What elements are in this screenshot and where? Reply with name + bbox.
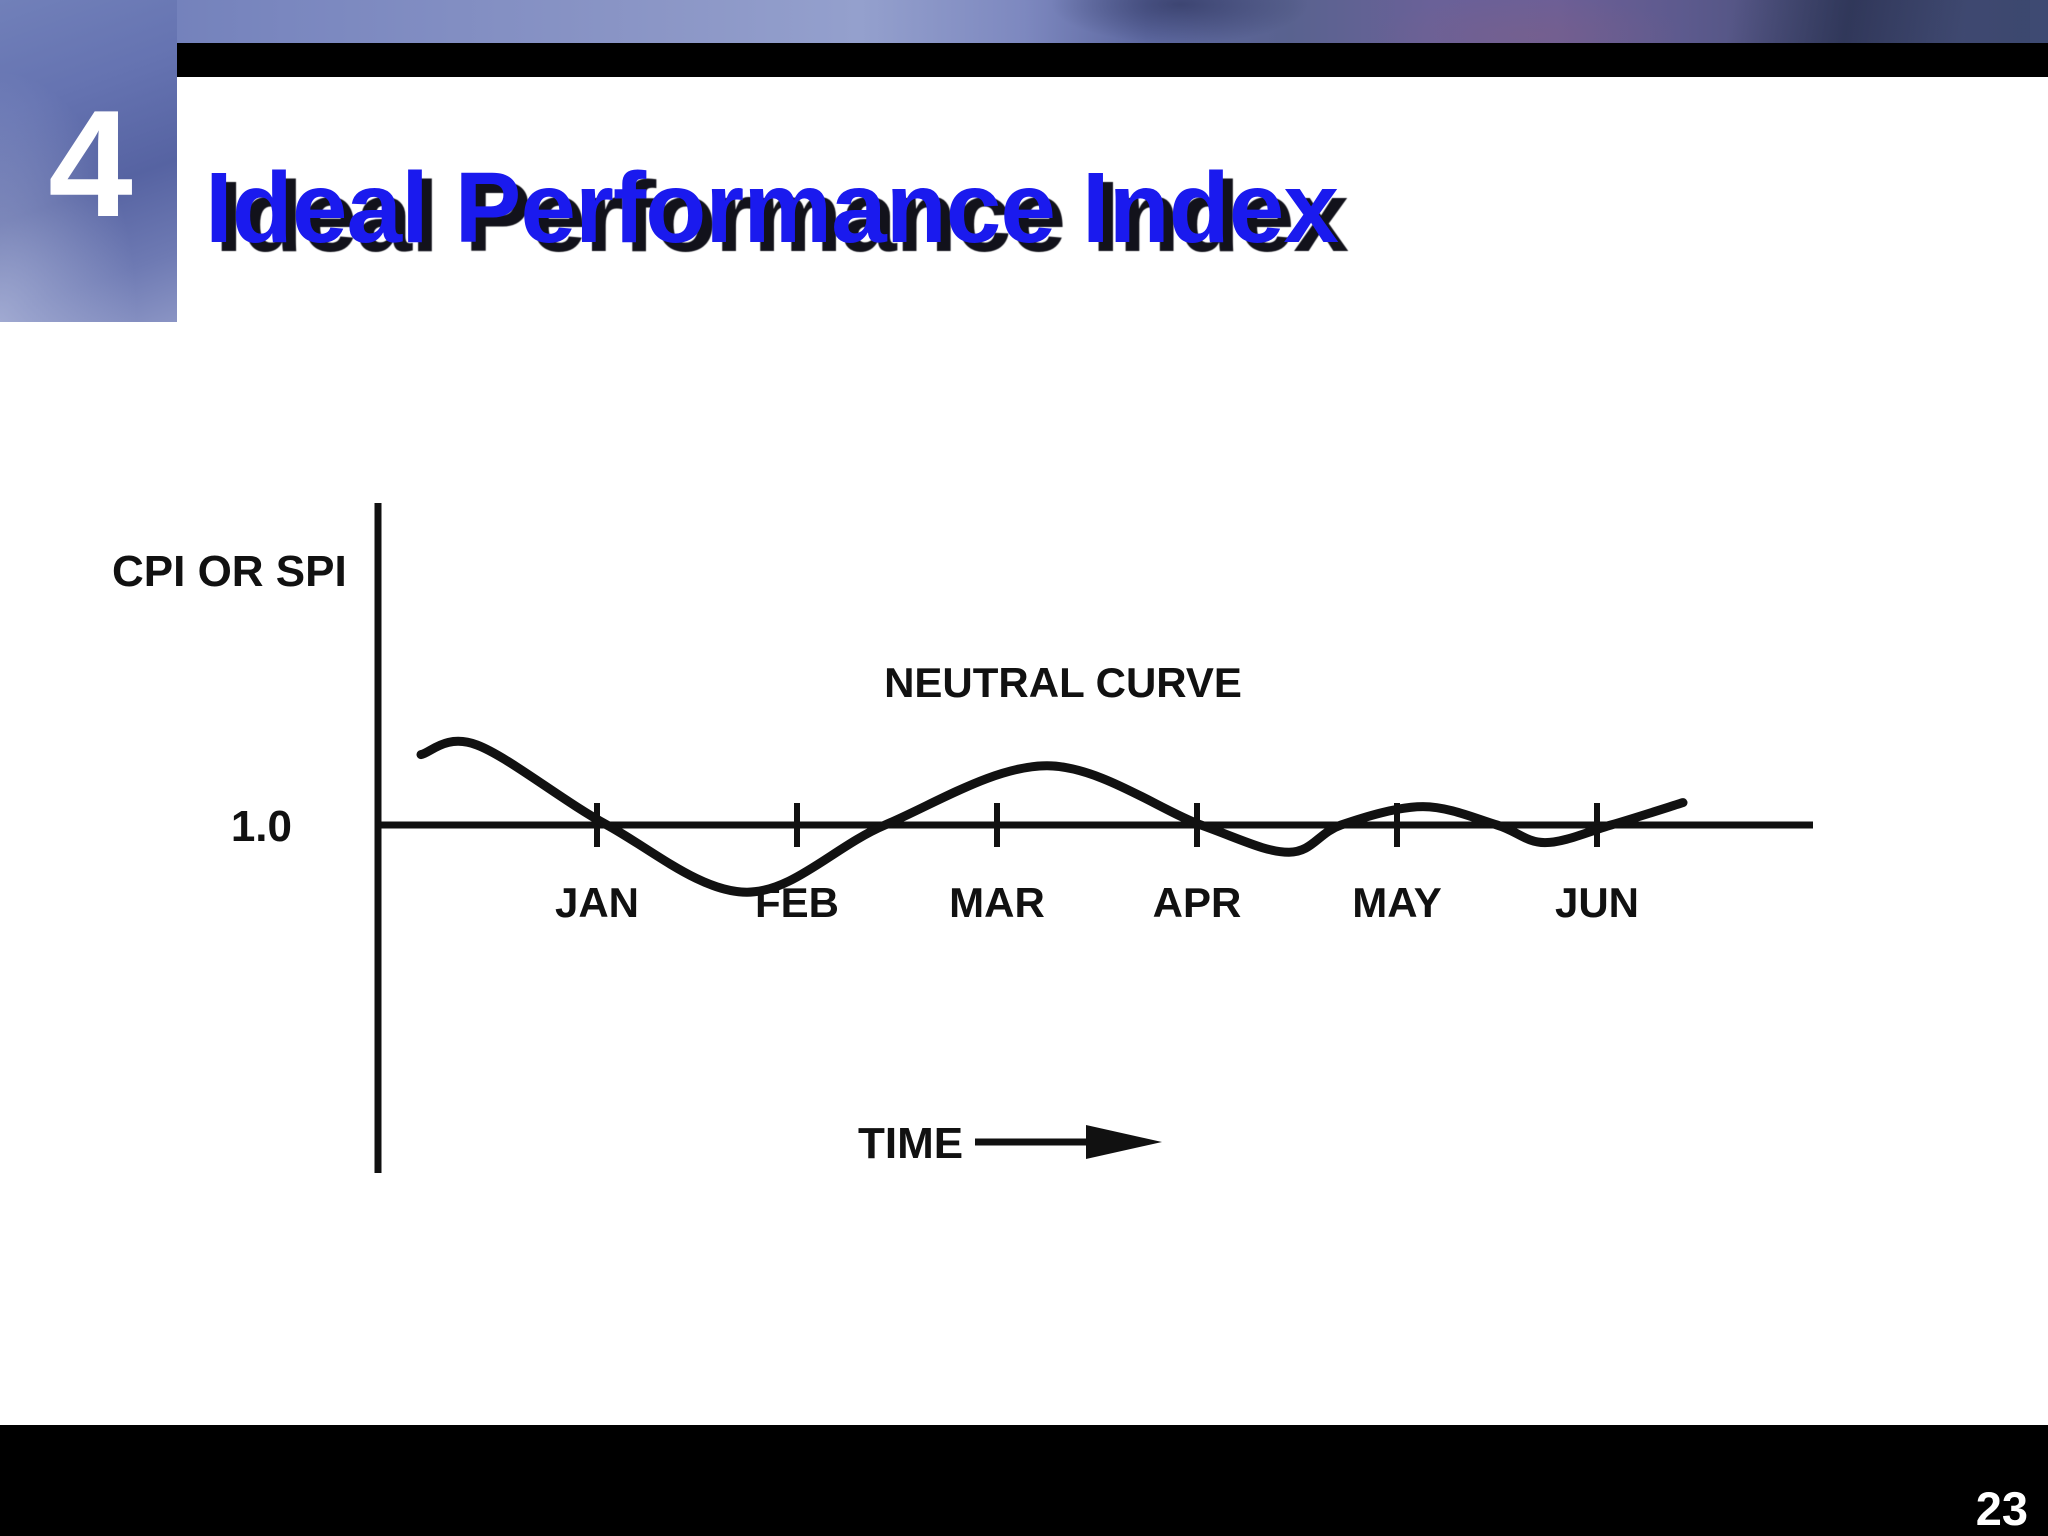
month-label-may: MAY (1352, 879, 1441, 926)
header-black-bar (173, 43, 2048, 77)
month-label-jun: JUN (1555, 879, 1639, 926)
time-arrow-head (1086, 1125, 1162, 1159)
footer-bar: 23 (0, 1425, 2048, 1536)
y-axis-label: CPI OR SPI (112, 547, 347, 596)
photo-shadow-shape (1050, 0, 1310, 44)
slide-number-panel: 4 (0, 0, 177, 322)
photo-dark-shape (1700, 0, 2030, 44)
page-number: 23 (1975, 1482, 2028, 1535)
performance-curve (416, 736, 1688, 897)
reference-value-label: 1.0 (231, 802, 292, 851)
x-axis-label: TIME (858, 1119, 963, 1168)
photo-purple-shape (1380, 0, 1680, 44)
header-photo-strip (0, 0, 2048, 44)
neutral-curve-label: NEUTRAL CURVE (884, 659, 1242, 706)
page-title: Ideal Performance Index (205, 152, 1339, 264)
slide-number: 4 (48, 79, 133, 249)
month-label-apr: APR (1153, 879, 1242, 926)
month-label-jan: JAN (555, 879, 639, 926)
month-label-mar: MAR (949, 879, 1045, 926)
